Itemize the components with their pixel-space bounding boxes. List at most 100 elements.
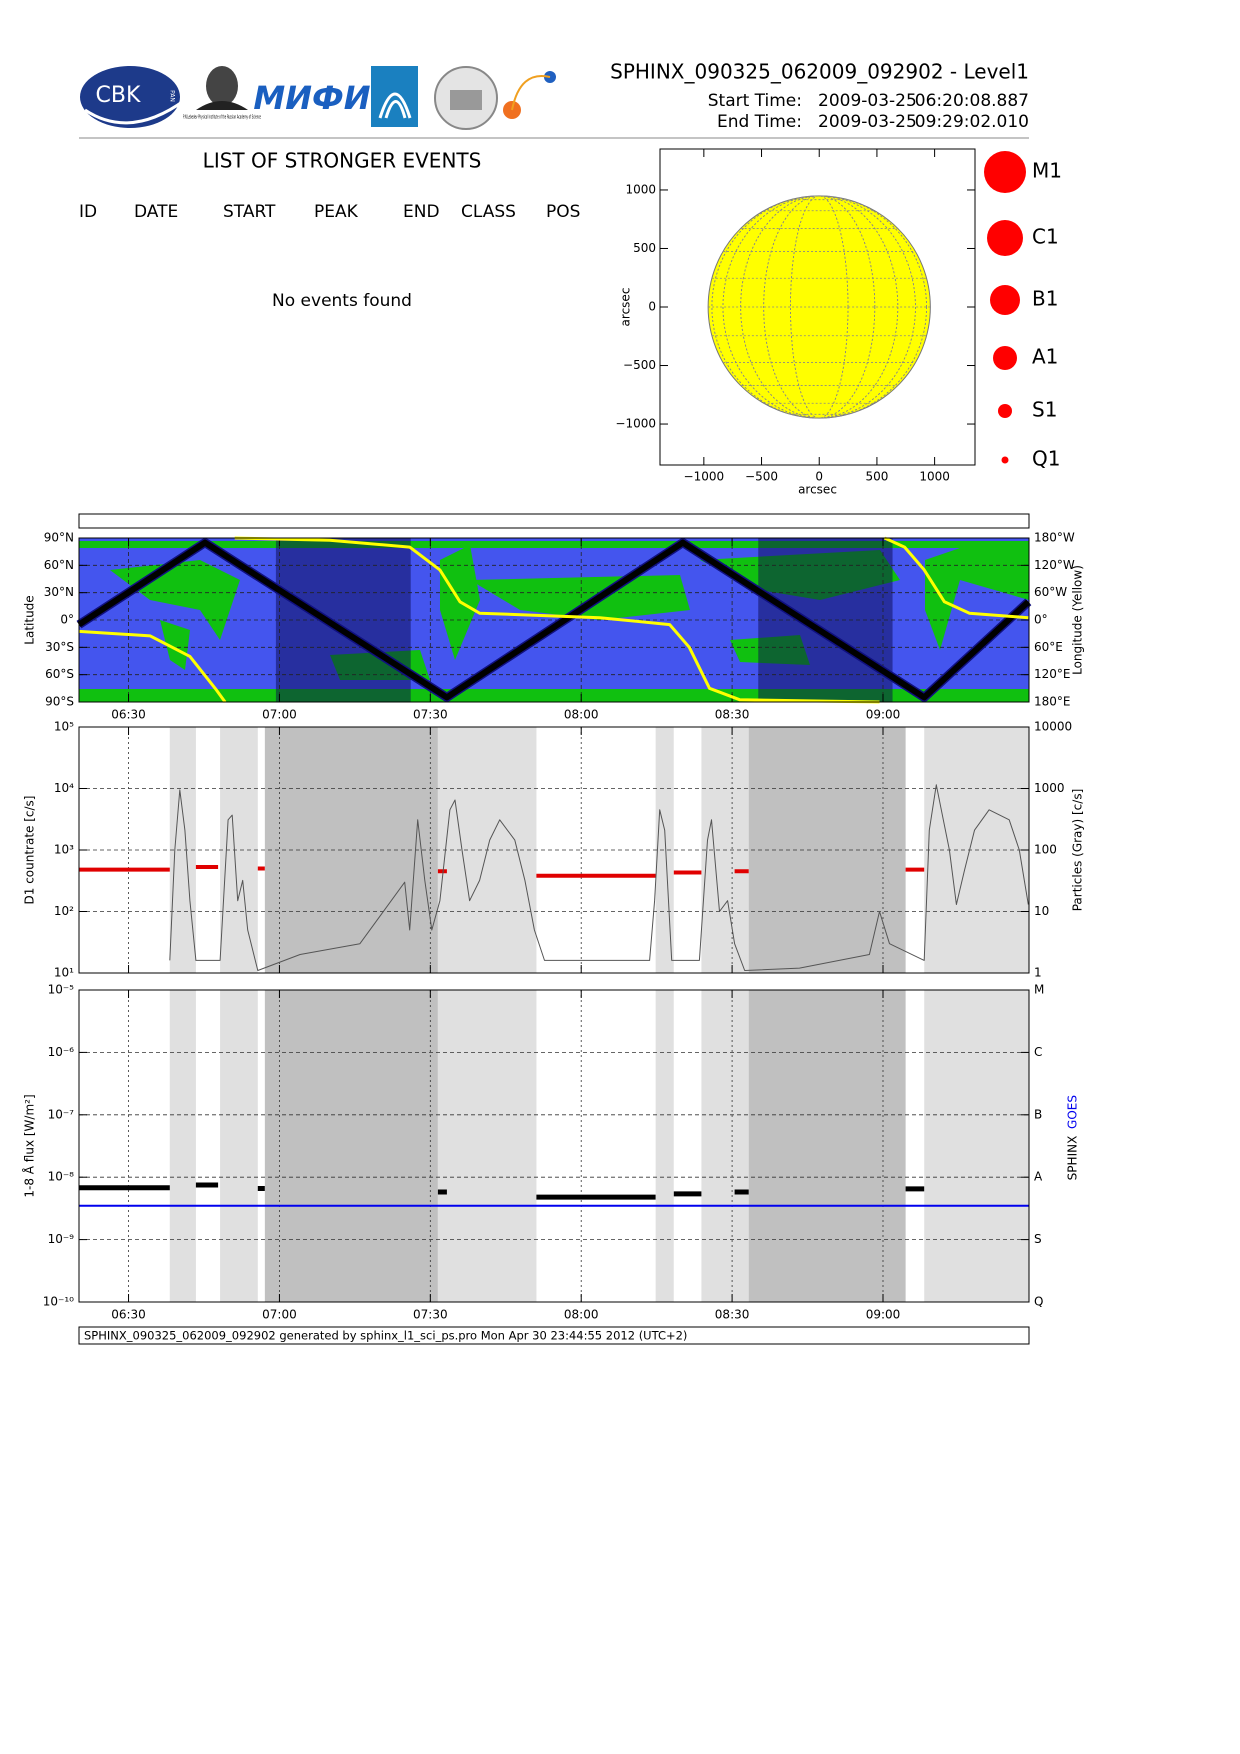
- seal-building: [450, 90, 482, 110]
- events-column: START: [223, 202, 276, 222]
- map-land: [160, 620, 190, 670]
- eclipse-shade: [264, 990, 438, 1302]
- plot-frame: [78, 989, 1030, 1303]
- y2-tick-label: 10: [1034, 904, 1049, 918]
- x-tick-label: 09:00: [866, 1308, 901, 1322]
- cbk-swoosh: [84, 98, 186, 125]
- eclipse-shade: [655, 990, 674, 1302]
- start-date: 2009-03-25: [818, 91, 917, 111]
- eclipse-shade: [655, 727, 674, 973]
- y-axis-title: 1-8 Å flux [W/m²]: [22, 1094, 37, 1197]
- legend-bubble: [987, 220, 1023, 256]
- blue-logo: [371, 66, 418, 127]
- x-tick-label: 0: [815, 470, 823, 484]
- x-tick-label: 07:30: [413, 1308, 448, 1322]
- events-column: ID: [79, 202, 97, 222]
- report-title: SPHINX_090325_062009_092902 - Level1: [610, 60, 1029, 84]
- y-tick-label: 10⁻⁶: [48, 1045, 75, 1059]
- cbk-text: CBK: [96, 83, 141, 108]
- events-message: No events found: [272, 291, 412, 311]
- x-tick-label: 06:30: [111, 708, 146, 722]
- disk-meridian: [790, 195, 849, 419]
- y2-tick-label: 180°E: [1034, 695, 1071, 709]
- x-tick-label: 08:30: [715, 708, 750, 722]
- plot-frame: [78, 537, 1030, 703]
- y-tick-label: −1000: [615, 417, 656, 431]
- legend-label: Q1: [1032, 447, 1060, 471]
- y2-tick-label: A: [1034, 1170, 1043, 1184]
- disk-meridian: [722, 195, 916, 419]
- y-tick-label: 10⁻⁹: [48, 1232, 75, 1246]
- portrait: [206, 66, 238, 106]
- legend-label: S1: [1032, 398, 1057, 422]
- x-tick-label: 08:00: [564, 1308, 599, 1322]
- eclipse-shade: [220, 990, 258, 1302]
- eclipse-shade: [924, 990, 1029, 1302]
- series-line: [78, 536, 1029, 704]
- y-tick-label: 10⁴: [54, 781, 74, 795]
- eclipse-shade: [169, 990, 196, 1302]
- y2-axis-title: Longitude (Yellow): [1071, 565, 1085, 675]
- y-tick-label: 60°N: [44, 558, 74, 572]
- eclipse-shade: [220, 727, 258, 973]
- disk-meridian: [763, 195, 876, 419]
- y2-tick-label: M: [1034, 983, 1044, 997]
- eclipse-shade: [437, 990, 537, 1302]
- x-tick-label: 500: [865, 470, 888, 484]
- events-column: PEAK: [314, 202, 359, 222]
- map-land: [79, 541, 1029, 548]
- map-land: [925, 545, 1029, 650]
- lebedev-text: P.N.Lebedev Physical Institute of the Ru…: [183, 115, 261, 121]
- y2-tick-label: B: [1034, 1107, 1042, 1121]
- y-tick-label: 10⁻⁷: [48, 1107, 75, 1121]
- y2-tick-label: 60°E: [1034, 640, 1063, 654]
- series-line: [169, 784, 1029, 971]
- y2-tick-label: S: [1034, 1232, 1042, 1246]
- footer: SPHINX_090325_062009_092902 generated by…: [84, 1329, 687, 1343]
- y-tick-label: 10⁻⁸: [48, 1170, 75, 1184]
- y-tick-label: 10³: [54, 843, 74, 857]
- events-column: CLASS: [461, 202, 516, 222]
- disk-meridian: [711, 195, 927, 419]
- x-tick-label: −500: [745, 470, 778, 484]
- y-axis-title: D1 countrate [c/s]: [23, 796, 37, 905]
- logos: CBK PAN P.N.Lebedev Physical Institute o…: [80, 66, 556, 130]
- y-tick-label: 30°S: [45, 640, 74, 654]
- pan-text: PAN: [169, 90, 176, 102]
- x-tick-label: 1000: [919, 470, 950, 484]
- series-line: [79, 1182, 925, 1200]
- legend-label: SPHINX: [1066, 1136, 1080, 1181]
- y-tick-label: 10²: [54, 904, 74, 918]
- end-time: 09:29:02.010: [915, 112, 1029, 132]
- y2-tick-label: 1: [1034, 966, 1042, 980]
- y2-tick-label: 60°W: [1034, 585, 1067, 599]
- y-tick-label: 30°N: [44, 585, 74, 599]
- footer-box: [78, 1326, 1030, 1345]
- blue-logo-arcs: [378, 92, 412, 119]
- series-line: [79, 865, 925, 878]
- legend-bubble: [993, 346, 1017, 370]
- legend-bubble: [1001, 456, 1009, 464]
- legend-label: GOES: [1066, 1095, 1080, 1129]
- y2-tick-label: 100: [1034, 843, 1057, 857]
- y-tick-label: 0°: [60, 613, 74, 627]
- eclipse-shade: [748, 990, 906, 1302]
- y-tick-label: 0: [648, 300, 656, 314]
- legend-bubble: [984, 151, 1026, 193]
- legend-label: B1: [1032, 287, 1058, 311]
- x-tick-label: 07:00: [262, 1308, 297, 1322]
- y-tick-label: 10⁻⁵: [48, 983, 75, 997]
- portrait-body: [196, 101, 248, 110]
- legend-label: M1: [1032, 159, 1062, 183]
- events-column: END: [403, 202, 440, 222]
- y2-tick-label: 0°: [1034, 613, 1048, 627]
- y-tick-label: 1000: [625, 182, 656, 196]
- end-date: 2009-03-25: [818, 112, 917, 132]
- y-tick-label: 500: [633, 241, 656, 255]
- y-tick-label: 60°S: [45, 667, 74, 681]
- y-tick-label: 10⁵: [54, 720, 74, 734]
- y-axis-title: arcsec: [619, 288, 633, 327]
- legend-label: C1: [1032, 225, 1059, 249]
- start-label: Start Time:: [708, 91, 802, 111]
